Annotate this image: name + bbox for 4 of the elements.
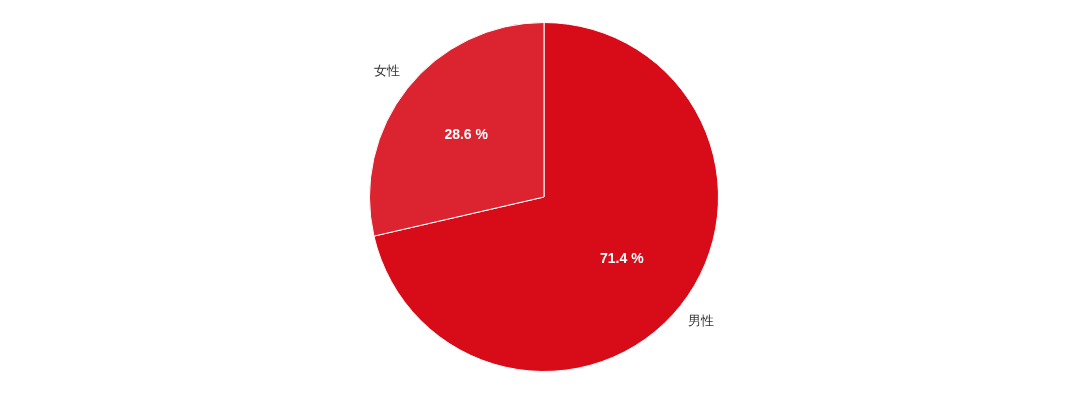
slice-label: 女性: [373, 63, 400, 79]
slice-label: 男性: [688, 313, 715, 329]
data-label: 28.6 %: [444, 125, 489, 142]
data-label: 71.4 %: [600, 249, 645, 266]
